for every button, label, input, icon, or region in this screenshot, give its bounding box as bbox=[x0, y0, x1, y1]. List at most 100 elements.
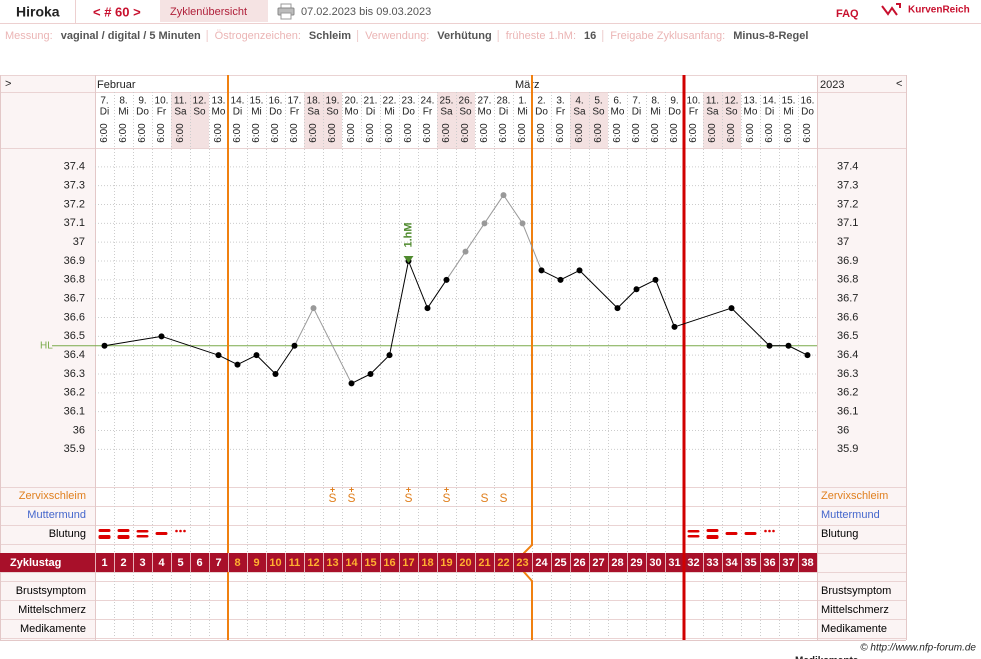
zervix-plus: + bbox=[406, 484, 411, 494]
weekday: Fr bbox=[556, 107, 566, 118]
user-name[interactable]: Hiroka bbox=[16, 4, 60, 20]
date: 11. bbox=[174, 96, 187, 107]
weekend-header bbox=[722, 92, 741, 148]
bleeding-bar bbox=[98, 535, 111, 539]
y-tick-label-right: 36.8 bbox=[837, 274, 858, 286]
y-tick-label: 36.8 bbox=[64, 274, 85, 286]
cycle-day: 26 bbox=[573, 557, 585, 569]
temp-point bbox=[424, 305, 431, 312]
date: 21. bbox=[364, 96, 378, 107]
faq-link[interactable]: FAQ bbox=[836, 8, 859, 20]
bleeding-dot bbox=[183, 529, 186, 533]
weekday: Do bbox=[269, 107, 282, 118]
bleeding-dot bbox=[175, 529, 178, 533]
info-value: vaginal / digital / 5 Minuten bbox=[61, 30, 201, 42]
y-tick-label: 36.4 bbox=[64, 349, 85, 361]
date: 10. bbox=[155, 96, 169, 107]
weekday: Mo bbox=[212, 107, 226, 118]
y-tick-label-right: 37 bbox=[837, 236, 849, 248]
weekday: Mo bbox=[744, 107, 758, 118]
time: 6:00 bbox=[346, 123, 357, 143]
bleeding-mark bbox=[136, 530, 149, 538]
weekday: Di bbox=[233, 107, 242, 118]
date: 19. bbox=[326, 96, 340, 107]
weekday: Do bbox=[668, 107, 681, 118]
date: 14. bbox=[763, 96, 777, 107]
weekend-header bbox=[304, 92, 323, 148]
weekend-header bbox=[437, 92, 456, 148]
time: 6:00 bbox=[631, 123, 642, 143]
time: 6:00 bbox=[479, 123, 490, 143]
temp-segment bbox=[674, 307, 732, 328]
date: 25. bbox=[440, 96, 454, 107]
temp-point bbox=[253, 352, 260, 359]
temp-segment bbox=[484, 194, 504, 224]
weekday: So bbox=[592, 107, 605, 118]
row-label-right: Brustsymptom bbox=[821, 585, 891, 597]
left-column-bg bbox=[0, 75, 95, 640]
logo[interactable]: KurvenReich bbox=[908, 5, 970, 16]
temp-point bbox=[158, 333, 165, 340]
info-value: Schleim bbox=[309, 30, 351, 42]
temp-point bbox=[234, 361, 241, 368]
time: 6:00 bbox=[669, 123, 680, 143]
cycle-day: 34 bbox=[725, 557, 738, 569]
printer-icon[interactable] bbox=[277, 3, 295, 20]
temp-point bbox=[538, 267, 545, 274]
cycle-day: 13 bbox=[326, 557, 338, 569]
info-label: Messung: bbox=[5, 30, 53, 42]
date: 23. bbox=[402, 96, 416, 107]
weekend-header bbox=[456, 92, 475, 148]
tab-bg bbox=[160, 0, 268, 22]
weekday: Fr bbox=[423, 107, 433, 118]
temp-segment bbox=[370, 354, 390, 375]
zervix-sign: S bbox=[347, 491, 355, 505]
temp-segment bbox=[275, 345, 295, 375]
y-tick-label-right: 36.6 bbox=[837, 311, 858, 323]
temp-segment bbox=[446, 251, 466, 281]
temp-point bbox=[272, 371, 279, 377]
date: 13. bbox=[212, 96, 226, 107]
cycle-day-band bbox=[0, 553, 817, 572]
date: 10. bbox=[687, 96, 701, 107]
cycle-day: 25 bbox=[554, 557, 566, 569]
temp-point bbox=[291, 342, 298, 349]
date: 28. bbox=[497, 96, 511, 107]
weekday: Sa bbox=[307, 107, 320, 118]
temp-point bbox=[481, 220, 488, 227]
cycle-day: 20 bbox=[459, 557, 471, 569]
tab[interactable]: Zyklenübersicht bbox=[170, 6, 247, 18]
row-label: Zyklustag bbox=[10, 557, 61, 569]
weekday: Do bbox=[801, 107, 814, 118]
time: 6:00 bbox=[175, 123, 186, 143]
y-tick-label-right: 36.4 bbox=[837, 349, 858, 361]
time: 6:00 bbox=[612, 123, 623, 143]
temp-point bbox=[310, 305, 317, 312]
temp-point bbox=[766, 342, 773, 349]
cycle-day: 9 bbox=[253, 557, 259, 569]
bleeding-mark bbox=[744, 532, 757, 535]
top-bar bbox=[0, 0, 981, 24]
temp-segment bbox=[408, 260, 428, 309]
date: 7. bbox=[100, 96, 108, 107]
date: 7. bbox=[632, 96, 640, 107]
time: 6:00 bbox=[137, 123, 148, 143]
temp-point bbox=[348, 380, 355, 387]
logo-icon[interactable] bbox=[881, 3, 901, 16]
info-label: Östrogenzeichen: bbox=[215, 30, 301, 42]
temp-segment bbox=[579, 270, 618, 309]
date: 14. bbox=[231, 96, 245, 107]
time: 6:00 bbox=[802, 123, 813, 143]
zervix-sign: S bbox=[499, 491, 507, 505]
cycle-day: 16 bbox=[383, 557, 395, 569]
cycle-nav[interactable]: < # 60 > bbox=[93, 4, 141, 19]
y-tick-label: 37.2 bbox=[64, 198, 85, 210]
cycle-day: 11 bbox=[289, 557, 301, 569]
first-hm-marker bbox=[403, 256, 414, 263]
temp-segment bbox=[503, 194, 523, 224]
info-value: 16 bbox=[584, 30, 596, 42]
info-value: Minus-8-Regel bbox=[733, 30, 808, 42]
weekday: Mi bbox=[118, 107, 129, 118]
weekday: Mo bbox=[478, 107, 492, 118]
